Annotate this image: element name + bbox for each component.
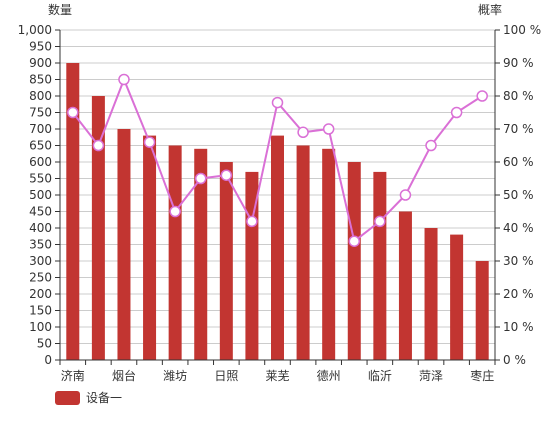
y-right-tick-label: 50 %: [503, 188, 534, 202]
axes: [55, 29, 500, 365]
y-left-tick-label: 1,000: [18, 23, 52, 37]
x-tick-label: 枣庄: [470, 368, 494, 383]
line-point[interactable]: [348, 235, 361, 247]
line-point[interactable]: [399, 189, 412, 201]
y-right-tick-label: 90 %: [503, 56, 534, 70]
y-right-tick-label: 60 %: [503, 155, 534, 169]
x-tick-label: 德州: [317, 368, 341, 383]
y-left-tick-label: 550: [29, 172, 52, 186]
y-left-tick-label: 600: [29, 155, 52, 169]
y-right-axis-title: 概率: [478, 2, 502, 17]
line-point[interactable]: [271, 96, 284, 109]
y-right-tick-label: 10 %: [503, 320, 534, 334]
y-right-tick-label: 0 %: [503, 353, 526, 367]
x-tick-label: 济南: [61, 368, 85, 383]
bar[interactable]: [143, 135, 157, 360]
x-tick-label: 菏泽: [419, 369, 443, 383]
bar[interactable]: [117, 129, 131, 360]
y-left-tick-label: 650: [29, 139, 52, 153]
line-point[interactable]: [220, 169, 233, 181]
y-left-tick-label: 200: [29, 287, 52, 301]
bar-series: [66, 63, 489, 361]
x-tick-label: 日照: [214, 369, 238, 383]
x-tick-label: 临沂: [368, 369, 392, 383]
y-left-tick-label: 950: [29, 40, 52, 54]
y-left-tick-label: 450: [29, 205, 52, 219]
bar[interactable]: [322, 148, 336, 360]
line-point[interactable]: [246, 215, 258, 228]
bar[interactable]: [271, 135, 284, 360]
y-left-tick-label: 900: [29, 56, 52, 70]
y-left-tick-label: 850: [29, 73, 52, 87]
tick-labels: 0 50 100 150 200 250 300 350 400 450 500 550 600 650 7…: [18, 23, 541, 383]
y-right-tick-label: 30 %: [503, 254, 534, 268]
bar[interactable]: [398, 211, 412, 361]
line-point[interactable]: [297, 126, 309, 139]
bar[interactable]: [424, 228, 438, 360]
bar[interactable]: [219, 162, 233, 360]
y-left-tick-label: 250: [29, 271, 52, 285]
y-left-tick-label: 800: [29, 89, 52, 103]
y-left-tick-label: 400: [29, 221, 52, 235]
line-point[interactable]: [425, 139, 437, 152]
x-tick-label: 莱芜: [265, 369, 289, 383]
line-point[interactable]: [118, 73, 130, 86]
y-left-tick-label: 0: [44, 353, 52, 367]
bar[interactable]: [66, 63, 80, 360]
legend-swatch[interactable]: [55, 391, 80, 405]
line-point[interactable]: [92, 139, 105, 152]
y-left-tick-label: 50: [37, 337, 52, 351]
legend[interactable]: 设备一: [55, 391, 122, 405]
line-point[interactable]: [67, 106, 79, 119]
line-point[interactable]: [374, 215, 386, 228]
bar[interactable]: [450, 234, 464, 360]
bar[interactable]: [373, 171, 387, 360]
line-point[interactable]: [476, 90, 488, 102]
y-left-tick-label: 750: [29, 106, 52, 120]
bar[interactable]: [91, 96, 105, 360]
y-left-tick-label: 500: [29, 188, 52, 202]
line-point[interactable]: [143, 136, 156, 148]
bar[interactable]: [475, 261, 489, 360]
legend-label[interactable]: 设备一: [86, 391, 122, 405]
line-point[interactable]: [322, 123, 335, 135]
line-point[interactable]: [450, 106, 463, 119]
y-right-tick-label: 20 %: [503, 287, 534, 301]
y-left-tick-label: 350: [29, 238, 52, 252]
line-point[interactable]: [194, 172, 207, 185]
bar[interactable]: [194, 148, 208, 360]
line-point[interactable]: [169, 205, 181, 218]
bar[interactable]: [347, 162, 361, 360]
y-right-tick-label: 80 %: [503, 89, 534, 103]
y-left-tick-label: 150: [29, 304, 52, 318]
line-series: [67, 73, 488, 247]
y-left-axis-title: 数量: [48, 2, 72, 17]
bar[interactable]: [296, 145, 310, 361]
y-left-tick-label: 300: [29, 254, 52, 268]
y-right-tick-label: 40 %: [503, 221, 534, 235]
y-left-tick-label: 100: [29, 320, 52, 334]
x-tick-label: 烟台: [112, 368, 136, 383]
y-left-tick-label: 700: [29, 122, 52, 136]
y-right-tick-label: 70 %: [503, 122, 534, 136]
bar[interactable]: [168, 145, 182, 361]
x-tick-label: 潍坊: [163, 368, 187, 383]
y-right-tick-label: 100 %: [503, 23, 541, 37]
